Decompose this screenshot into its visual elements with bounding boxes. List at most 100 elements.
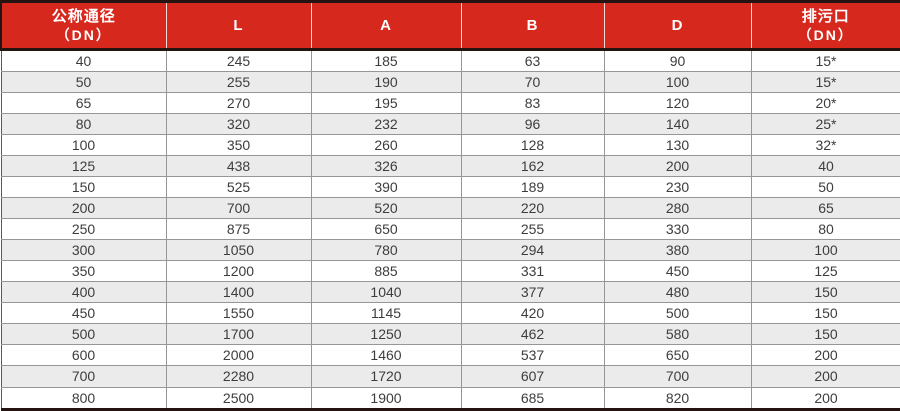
- table-cell: 150: [750, 302, 900, 325]
- table-cell: 130: [603, 134, 752, 157]
- table-cell: 20*: [750, 92, 900, 115]
- table-cell: 50: [0, 71, 167, 94]
- table-cell: 500: [0, 323, 167, 346]
- column-header-sublabel: （DN）: [55, 27, 112, 44]
- table-cell: 537: [460, 344, 605, 367]
- column-header-label: 公称通径: [51, 7, 116, 25]
- table-cell: 1400: [165, 281, 312, 304]
- table-cell: 438: [165, 155, 312, 178]
- table-row-dn-800: 800 2500 1900 685 820 200: [0, 386, 900, 411]
- table-row-dn-200: 200 700 520 220 280 65: [0, 197, 900, 220]
- table-row-dn-40: 40 245 185 63 90 15*: [0, 48, 900, 73]
- table-cell: 80: [0, 113, 167, 136]
- table-cell: 525: [165, 176, 312, 199]
- table-cell: 607: [460, 365, 605, 388]
- table-cell: 450: [0, 302, 167, 325]
- table-cell: 40: [0, 48, 167, 73]
- table-cell: 685: [460, 386, 605, 411]
- table-cell: 390: [310, 176, 462, 199]
- table-cell: 885: [310, 260, 462, 283]
- table-cell: 280: [603, 197, 752, 220]
- table-cell: 65: [0, 92, 167, 115]
- table-cell: 255: [460, 218, 605, 241]
- table-cell: 650: [310, 218, 462, 241]
- column-header-L: L: [166, 0, 312, 51]
- table-cell: 700: [0, 365, 167, 388]
- table-cell: 50: [750, 176, 900, 199]
- table-cell: 200: [603, 155, 752, 178]
- table-cell: 1145: [310, 302, 462, 325]
- table-row-dn-300: 300 1050 780 294 380 100: [0, 239, 900, 262]
- table-cell: 600: [0, 344, 167, 367]
- column-header-D: D: [604, 0, 752, 51]
- table-cell: 462: [460, 323, 605, 346]
- table-cell: 270: [165, 92, 312, 115]
- table-cell: 140: [603, 113, 752, 136]
- column-header-label: L: [233, 16, 244, 34]
- table-cell: 260: [310, 134, 462, 157]
- table-cell: 200: [750, 386, 900, 411]
- table-cell: 800: [0, 386, 167, 411]
- table-cell: 420: [460, 302, 605, 325]
- table-cell: 580: [603, 323, 752, 346]
- table-cell: 1550: [165, 302, 312, 325]
- table-cell: 80: [750, 218, 900, 241]
- column-header-B: B: [461, 0, 605, 51]
- table-cell: 120: [603, 92, 752, 115]
- header-row: 公称通径 （DN） L A B D 排污口 （DN）: [0, 0, 900, 51]
- table-cell: 200: [0, 197, 167, 220]
- table-cell: 1720: [310, 365, 462, 388]
- table-cell: 350: [0, 260, 167, 283]
- table-cell: 331: [460, 260, 605, 283]
- table-cell: 875: [165, 218, 312, 241]
- table-cell: 162: [460, 155, 605, 178]
- column-header-label: D: [671, 16, 684, 34]
- table-cell: 350: [165, 134, 312, 157]
- table-cell: 15*: [750, 48, 900, 73]
- table-cell: 100: [603, 71, 752, 94]
- table-cell: 380: [603, 239, 752, 262]
- table-cell: 700: [603, 365, 752, 388]
- table-cell: 300: [0, 239, 167, 262]
- table-cell: 330: [603, 218, 752, 241]
- table-cell: 200: [750, 365, 900, 388]
- table-cell: 1900: [310, 386, 462, 411]
- table-cell: 70: [460, 71, 605, 94]
- table-row-dn-100: 100 350 260 128 130 32*: [0, 134, 900, 157]
- table-cell: 96: [460, 113, 605, 136]
- table-cell: 1700: [165, 323, 312, 346]
- table-cell: 83: [460, 92, 605, 115]
- table-cell: 25*: [750, 113, 900, 136]
- table-cell: 125: [0, 155, 167, 178]
- table-row-dn-600: 600 2000 1460 537 650 200: [0, 344, 900, 367]
- table-row-dn-500: 500 1700 1250 462 580 150: [0, 323, 900, 346]
- table-cell: 195: [310, 92, 462, 115]
- table-cell: 90: [603, 48, 752, 73]
- table-cell: 32*: [750, 134, 900, 157]
- table-cell: 500: [603, 302, 752, 325]
- table-cell: 650: [603, 344, 752, 367]
- table-cell: 250: [0, 218, 167, 241]
- table-cell: 326: [310, 155, 462, 178]
- table-cell: 1050: [165, 239, 312, 262]
- table-row-dn-700: 700 2280 1720 607 700 200: [0, 365, 900, 388]
- table-cell: 1200: [165, 260, 312, 283]
- table-cell: 150: [750, 323, 900, 346]
- table-cell: 40: [750, 155, 900, 178]
- table-cell: 232: [310, 113, 462, 136]
- column-header-nominal-diameter: 公称通径 （DN）: [0, 0, 167, 51]
- table-cell: 700: [165, 197, 312, 220]
- table-cell: 480: [603, 281, 752, 304]
- table-cell: 294: [460, 239, 605, 262]
- table-cell: 450: [603, 260, 752, 283]
- table-cell: 65: [750, 197, 900, 220]
- column-header-label: 排污口: [801, 7, 850, 25]
- table-cell: 128: [460, 134, 605, 157]
- table-cell: 520: [310, 197, 462, 220]
- column-header-sublabel: （DN）: [797, 27, 854, 44]
- table-cell: 255: [165, 71, 312, 94]
- table-cell: 2280: [165, 365, 312, 388]
- column-header-drain-port: 排污口 （DN）: [751, 0, 900, 51]
- table-header: 公称通径 （DN） L A B D 排污口 （DN）: [0, 0, 900, 51]
